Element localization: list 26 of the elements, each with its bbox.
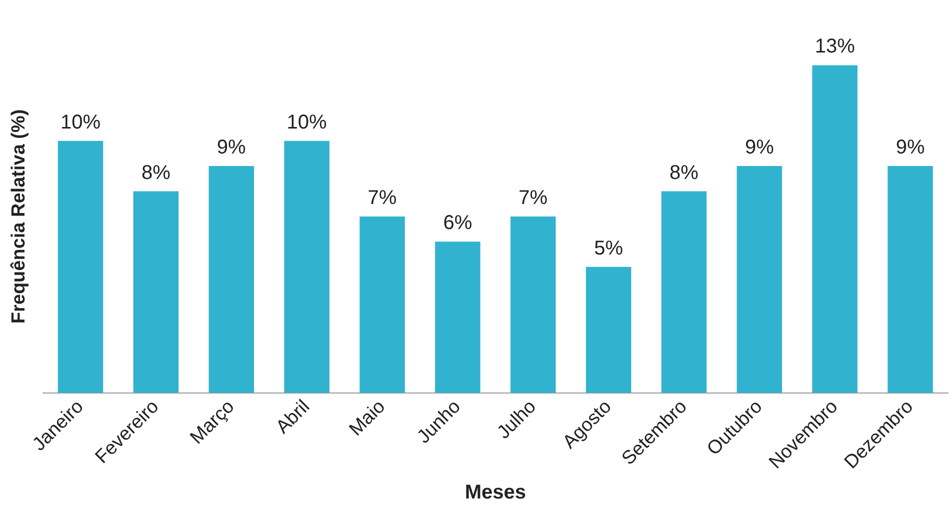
data-label: 6% [443, 212, 472, 234]
data-label: 13% [814, 36, 856, 58]
data-label: 5% [594, 237, 624, 260]
data-label: 9% [744, 136, 774, 159]
bar [812, 65, 858, 393]
data-label: 7% [368, 186, 397, 209]
bar [208, 166, 254, 393]
data-label: 8% [670, 162, 699, 184]
bar [661, 191, 707, 393]
bar [360, 216, 405, 393]
data-label: 10% [60, 111, 101, 134]
y-axis-title: Frequência Relativa (%) [8, 109, 30, 324]
bar [736, 166, 782, 393]
bar [58, 140, 104, 393]
bar [133, 191, 179, 393]
data-label: 9% [216, 136, 246, 159]
bar [586, 266, 632, 393]
bar [510, 216, 556, 393]
bar [888, 166, 933, 393]
x-axis-title: Meses [464, 482, 526, 504]
data-label: 10% [286, 111, 328, 134]
data-label: 7% [518, 186, 548, 209]
data-label: 9% [896, 136, 925, 159]
bar [284, 140, 330, 393]
data-label: 8% [141, 162, 171, 184]
bar [435, 242, 480, 393]
